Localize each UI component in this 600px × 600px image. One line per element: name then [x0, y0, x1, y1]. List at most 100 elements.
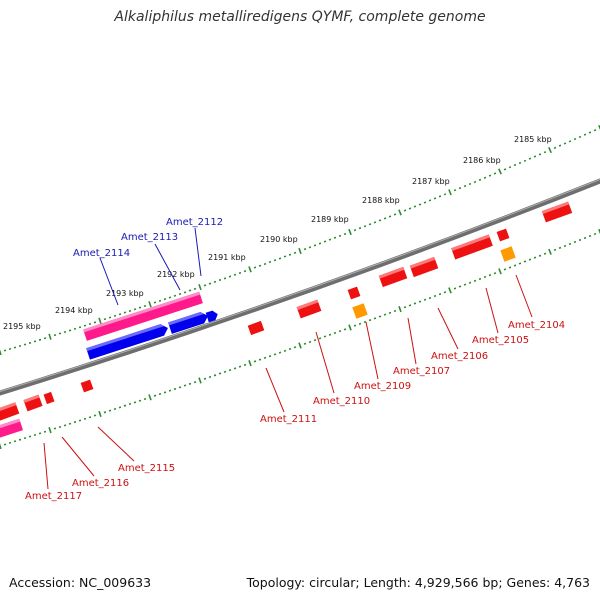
- minor-tick: [483, 176, 487, 179]
- minor-tick: [373, 317, 377, 320]
- minor-tick: [108, 409, 112, 412]
- minor-tick: [143, 304, 147, 308]
- major-tick: [548, 146, 552, 154]
- major-tick: [198, 284, 202, 291]
- minor-tick: [358, 322, 362, 325]
- minor-tick: [238, 271, 242, 275]
- minor-tick: [363, 225, 367, 228]
- tick-label: 2187 kbp: [412, 177, 450, 186]
- minor-tick: [593, 129, 597, 132]
- minor-tick: [213, 374, 217, 377]
- minor-tick: [273, 259, 277, 262]
- minor-tick: [278, 351, 282, 354]
- minor-tick: [458, 187, 462, 190]
- gene-amet-2112[interactable]: [83, 291, 203, 341]
- gene-label-amet-2107: Amet_2107: [393, 366, 450, 377]
- gene-amet-2116-a[interactable]: [43, 391, 55, 405]
- major-tick: [298, 342, 302, 349]
- minor-tick: [343, 328, 347, 331]
- minor-tick: [218, 372, 222, 375]
- minor-tick: [523, 159, 527, 162]
- forward-genes: [0, 291, 220, 444]
- minor-tick: [118, 406, 122, 409]
- gene-small-blue[interactable]: [205, 309, 220, 323]
- accession-text: Accession: NC_009633: [9, 575, 152, 590]
- minor-tick: [353, 229, 357, 232]
- gene-label-amet-2110: Amet_2110: [313, 396, 370, 407]
- minor-tick: [463, 184, 467, 188]
- tick-label: 2192 kbp: [157, 270, 195, 279]
- minor-tick: [423, 201, 427, 204]
- minor-tick: [278, 257, 282, 260]
- minor-tick: [543, 151, 547, 154]
- leader-line: [437, 307, 459, 350]
- minor-tick: [203, 284, 207, 287]
- minor-tick: [373, 221, 377, 224]
- leader-line: [265, 367, 285, 413]
- gene-label-amet-2114: Amet_2114: [73, 248, 130, 259]
- minor-tick: [503, 168, 507, 171]
- gene-amet-2113[interactable]: [168, 310, 210, 334]
- gene-amet-2110[interactable]: [296, 299, 322, 319]
- gene-amet-2104[interactable]: [541, 201, 573, 223]
- topology-text: Topology: circular; Length: 4,929,566 bp…: [246, 575, 590, 590]
- minor-tick: [283, 255, 287, 258]
- minor-tick: [493, 172, 497, 175]
- leader-line: [194, 227, 202, 277]
- minor-tick: [268, 355, 272, 358]
- minor-tick: [568, 140, 572, 143]
- minor-tick: [128, 309, 132, 313]
- gene-amet-2109[interactable]: [352, 303, 368, 319]
- minor-tick: [503, 268, 507, 271]
- major-tick: [98, 317, 102, 324]
- minor-tick: [483, 275, 487, 279]
- gene-amet-2117[interactable]: [0, 402, 20, 423]
- minor-tick: [253, 266, 257, 269]
- minor-tick: [393, 213, 397, 216]
- gene-amet-2107[interactable]: [409, 256, 439, 278]
- gene-amet-2108[interactable]: [378, 266, 408, 288]
- gene-amet-2105-orange[interactable]: [500, 246, 516, 262]
- minor-tick: [508, 166, 512, 169]
- minor-tick: [263, 356, 267, 359]
- minor-tick: [163, 298, 167, 301]
- minor-tick: [568, 242, 572, 246]
- minor-tick: [283, 349, 287, 352]
- gene-amet-2115[interactable]: [80, 379, 94, 393]
- gene-left-pink[interactable]: [0, 418, 23, 444]
- gene-amet-2105[interactable]: [496, 228, 510, 242]
- major-tick: [398, 209, 402, 216]
- gene-amet-2114[interactable]: [86, 322, 170, 360]
- gene-amet-2106[interactable]: [451, 234, 493, 260]
- minor-tick: [183, 291, 187, 294]
- minor-tick: [533, 155, 537, 158]
- minor-tick: [338, 234, 342, 237]
- gene-label-amet-2105: Amet_2105: [472, 335, 529, 346]
- minor-tick: [408, 304, 412, 307]
- minor-tick: [438, 195, 442, 198]
- minor-tick: [193, 381, 197, 384]
- gene-amet-2111[interactable]: [247, 320, 265, 336]
- minor-tick: [138, 399, 142, 402]
- major-tick: [448, 189, 452, 196]
- reverse-leaders: [43, 274, 533, 490]
- minor-tick: [133, 308, 137, 311]
- minor-tick: [428, 296, 432, 300]
- minor-tick: [238, 365, 242, 368]
- tick-label: 2195 kbp: [3, 322, 41, 331]
- genome-backbone: [0, 178, 600, 396]
- minor-tick: [538, 254, 542, 257]
- major-tick: [148, 301, 152, 308]
- minor-tick: [508, 266, 512, 269]
- gene-amet-2116[interactable]: [23, 394, 43, 412]
- minor-tick: [223, 370, 227, 373]
- major-tick: [448, 287, 452, 294]
- minor-tick: [308, 340, 312, 344]
- minor-tick: [203, 377, 207, 380]
- major-tick: [298, 247, 302, 255]
- minor-tick: [428, 199, 432, 202]
- gene-small-red-1[interactable]: [347, 286, 361, 300]
- minor-tick: [118, 313, 122, 316]
- minor-tick: [518, 262, 522, 265]
